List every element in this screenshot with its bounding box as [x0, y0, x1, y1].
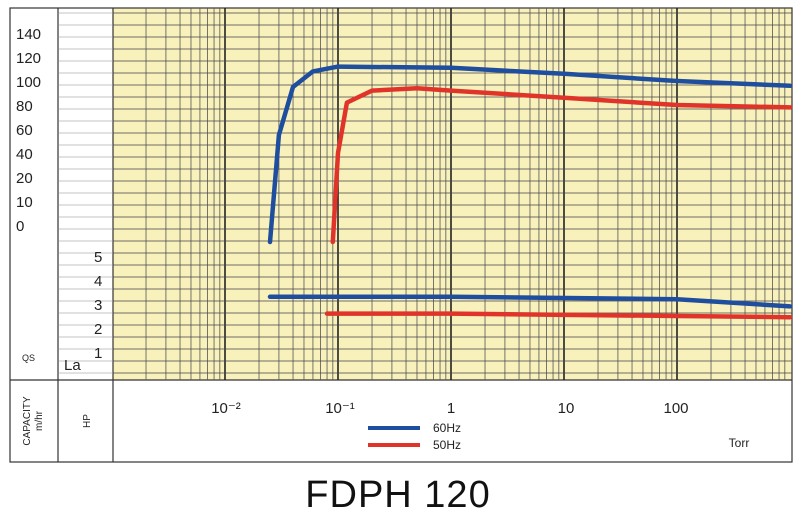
x-tick-label: 10: [558, 400, 575, 417]
capacity-tick-label: 140: [16, 26, 41, 43]
hp-curve-50hz: [324, 311, 793, 320]
capacity-tick-label: 100: [16, 74, 41, 91]
capacity-tick-label: 40: [16, 146, 33, 163]
hp-tick-label: 3: [94, 297, 102, 314]
capacity-tick-label: 60: [16, 122, 33, 139]
hp-label: HP: [82, 414, 93, 428]
hp-tick-label: 4: [94, 273, 102, 290]
x-tick-label: 10⁻¹: [325, 400, 355, 417]
chart-frame: [9, 7, 793, 463]
plot-area: [113, 8, 792, 380]
capacity-unit-label: m/hr: [34, 410, 45, 431]
hp-tick-label: 1: [94, 345, 102, 362]
capacity-label: CAPACITY: [22, 396, 33, 446]
capacity-tick-label: 20: [16, 170, 33, 187]
hp-curve-60hz: [267, 294, 793, 309]
capacity-tick-label: 10: [16, 194, 33, 211]
hp-axis-name: La: [64, 357, 81, 374]
capacity-curve-50hz: [330, 85, 793, 245]
capacity-tick-label: 0: [16, 218, 24, 235]
legend-label-60hz: 60Hz: [433, 421, 461, 435]
hp-tick-label: 2: [94, 321, 102, 338]
capacity-curve-60hz: [267, 64, 793, 245]
capacity-axis-name: QS: [22, 353, 35, 363]
legend-label-50hz: 50Hz: [433, 438, 461, 452]
capacity-tick-label: 80: [16, 98, 33, 115]
x-tick-label: 100: [663, 400, 688, 417]
x-tick-label: 10⁻²: [211, 400, 241, 417]
x-unit-label: Torr: [729, 436, 750, 450]
x-tick-label: 1: [447, 400, 455, 417]
capacity-tick-label: 120: [16, 50, 41, 67]
hp-tick-label: 5: [94, 249, 102, 266]
chart-title: FDPH 120: [305, 474, 491, 516]
